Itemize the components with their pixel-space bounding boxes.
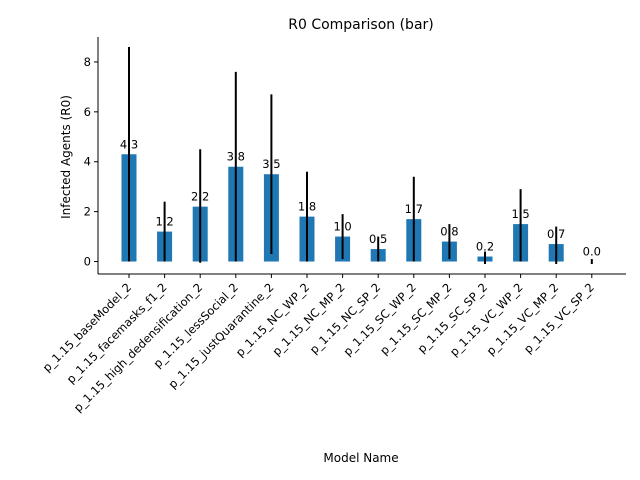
y-axis-label: Infected Agents (R0) [59,95,73,219]
value-labels-group: 4.3 1.2 2.2 3.8 3.5 1.8 1.0 0.5 1.7 0.8 0.2 1.5 0.7 0… [120,137,601,258]
value-label-5: 3.5 [262,157,280,171]
value-label-10: 0.8 [440,225,458,239]
value-label-4: 3.8 [227,150,245,164]
value-label-6: 1.8 [298,200,316,214]
value-label-14: 0.0 [583,245,601,259]
y-tick-label-8: 8 [84,55,91,69]
x-axis: p_1.15_baseModel_2p_1.15_facemasks_f1_2p… [40,273,626,415]
y-tick-label-6: 6 [84,105,91,119]
value-label-7: 1.0 [333,220,351,234]
value-label-8: 0.5 [369,232,387,246]
x-axis-label: Model Name [323,451,398,465]
value-label-1: 4.3 [120,137,138,151]
value-label-9: 1.7 [405,202,423,216]
value-label-3: 2.2 [191,190,209,204]
y-tick-label-0: 0 [84,255,91,269]
x-tick-label-3: p_1.15_high_dedensification_2 [71,280,205,414]
chart-title: R0 Comparison (bar) [288,17,434,33]
y-tick-label-2: 2 [84,205,91,219]
y-tick-label-4: 4 [84,155,91,169]
value-label-11: 0.2 [476,240,494,254]
error-bars-group [128,46,593,265]
y-axis: 0 2 4 6 8 [84,37,99,274]
value-label-12: 1.5 [511,207,529,221]
value-label-13: 0.7 [547,227,565,241]
value-label-2: 1.2 [155,215,173,229]
